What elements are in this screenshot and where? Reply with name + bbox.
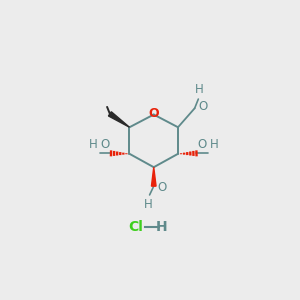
Polygon shape	[152, 167, 156, 186]
Text: H: H	[156, 220, 168, 234]
Text: H: H	[144, 198, 153, 211]
Text: Cl: Cl	[128, 220, 143, 234]
Text: O: O	[148, 107, 159, 120]
Text: H: H	[89, 138, 98, 151]
Polygon shape	[108, 112, 130, 127]
Text: H: H	[195, 83, 203, 96]
Text: O: O	[198, 138, 207, 151]
Text: H: H	[209, 138, 218, 151]
Text: O: O	[199, 100, 208, 113]
Text: O: O	[100, 138, 110, 151]
Text: O: O	[157, 181, 166, 194]
